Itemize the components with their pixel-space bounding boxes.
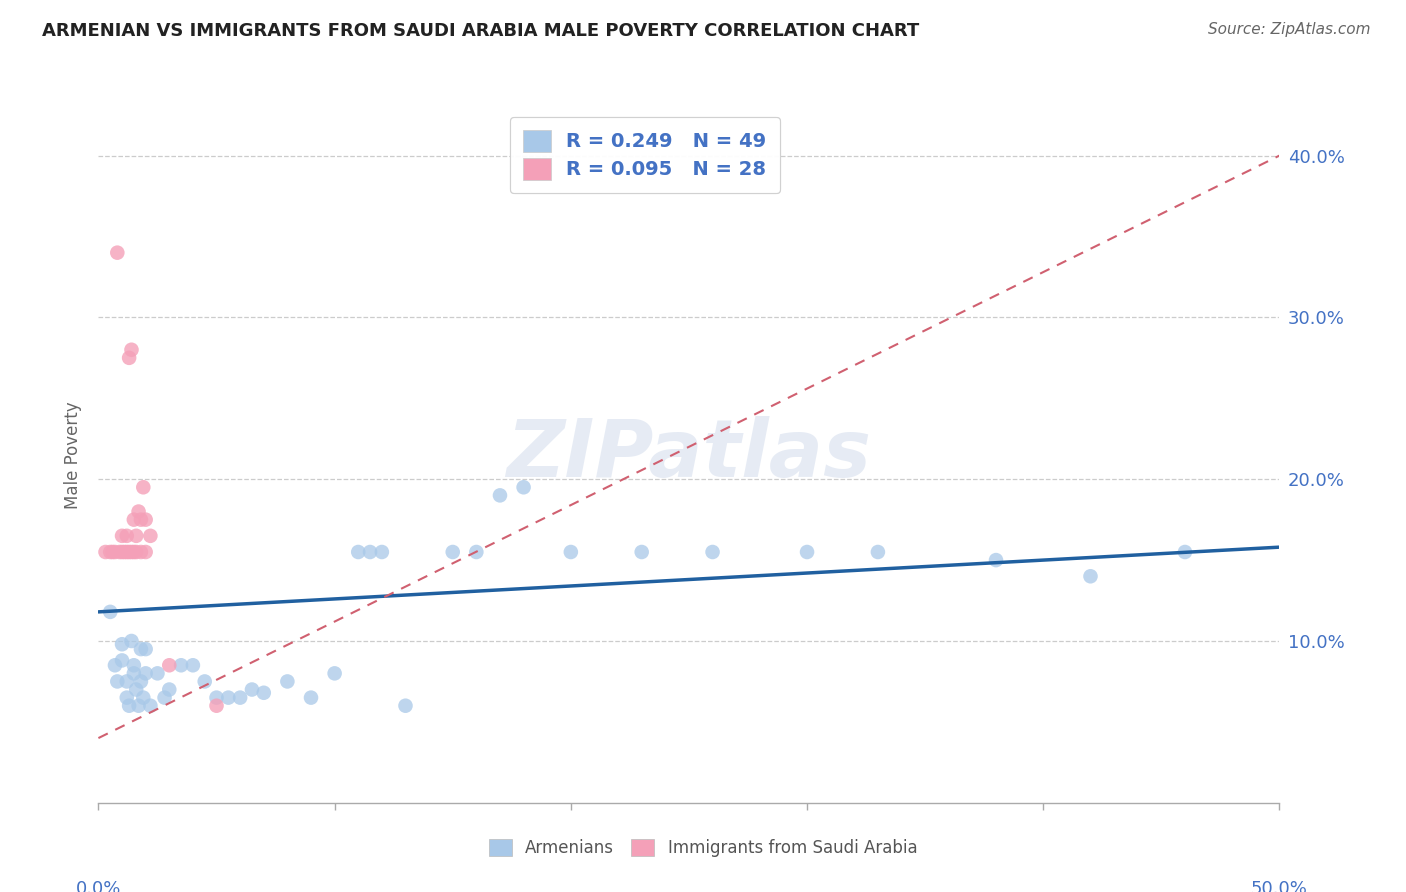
Point	[105, 245, 128, 260]
Point	[121, 634, 143, 648]
Point	[118, 698, 141, 713]
Point	[132, 690, 155, 705]
Point	[122, 513, 145, 527]
Point	[122, 545, 145, 559]
Point	[359, 545, 381, 559]
Point	[229, 690, 252, 705]
Point	[104, 658, 127, 673]
Point	[205, 690, 228, 705]
Point	[125, 682, 148, 697]
Point	[146, 666, 169, 681]
Point	[217, 690, 239, 705]
Point	[121, 545, 143, 559]
Point	[489, 488, 512, 502]
Point	[129, 674, 152, 689]
Point	[139, 698, 162, 713]
Point	[129, 642, 152, 657]
Point	[299, 690, 322, 705]
Point	[866, 545, 889, 559]
Point	[115, 529, 138, 543]
Point	[441, 545, 464, 559]
Point	[98, 605, 121, 619]
Point	[128, 698, 150, 713]
Point	[128, 504, 150, 518]
Point	[796, 545, 818, 559]
Point	[135, 666, 157, 681]
Point	[135, 642, 157, 657]
Point	[112, 545, 135, 559]
Point	[125, 545, 148, 559]
Point	[94, 545, 117, 559]
Legend: Armenians, Immigrants from Saudi Arabia: Armenians, Immigrants from Saudi Arabia	[481, 831, 925, 866]
Point	[129, 545, 152, 559]
Point	[115, 674, 138, 689]
Point	[111, 529, 134, 543]
Point	[111, 545, 134, 559]
Point	[465, 545, 488, 559]
Text: Source: ZipAtlas.com: Source: ZipAtlas.com	[1208, 22, 1371, 37]
Point	[101, 545, 124, 559]
Text: ARMENIAN VS IMMIGRANTS FROM SAUDI ARABIA MALE POVERTY CORRELATION CHART: ARMENIAN VS IMMIGRANTS FROM SAUDI ARABIA…	[42, 22, 920, 40]
Point	[104, 545, 127, 559]
Point	[132, 480, 155, 494]
Point	[157, 682, 180, 697]
Point	[139, 529, 162, 543]
Text: ZIPatlas: ZIPatlas	[506, 416, 872, 494]
Point	[108, 545, 131, 559]
Point	[125, 529, 148, 543]
Point	[118, 545, 141, 559]
Point	[630, 545, 652, 559]
Point	[122, 658, 145, 673]
Point	[153, 690, 176, 705]
Point	[115, 690, 138, 705]
Point	[1174, 545, 1197, 559]
Point	[122, 666, 145, 681]
Point	[118, 351, 141, 365]
Point	[121, 343, 143, 357]
Point	[371, 545, 394, 559]
Point	[194, 674, 217, 689]
Point	[170, 658, 193, 673]
Point	[240, 682, 263, 697]
Point	[111, 653, 134, 667]
Point	[135, 545, 157, 559]
Point	[129, 513, 152, 527]
Legend: R = 0.249   N = 49, R = 0.095   N = 28: R = 0.249 N = 49, R = 0.095 N = 28	[510, 117, 780, 194]
Point	[276, 674, 298, 689]
Point	[181, 658, 204, 673]
Point	[105, 674, 128, 689]
Point	[253, 686, 276, 700]
Point	[984, 553, 1007, 567]
Point	[347, 545, 370, 559]
Point	[115, 545, 138, 559]
Point	[98, 545, 121, 559]
Point	[702, 545, 724, 559]
Point	[1080, 569, 1102, 583]
Y-axis label: Male Poverty: Male Poverty	[65, 401, 83, 508]
Point	[111, 637, 134, 651]
Point	[512, 480, 534, 494]
Point	[394, 698, 416, 713]
Point	[205, 698, 228, 713]
Point	[323, 666, 346, 681]
Point	[560, 545, 582, 559]
Text: 50.0%: 50.0%	[1251, 880, 1308, 892]
Text: 0.0%: 0.0%	[76, 880, 121, 892]
Point	[135, 513, 157, 527]
Point	[157, 658, 180, 673]
